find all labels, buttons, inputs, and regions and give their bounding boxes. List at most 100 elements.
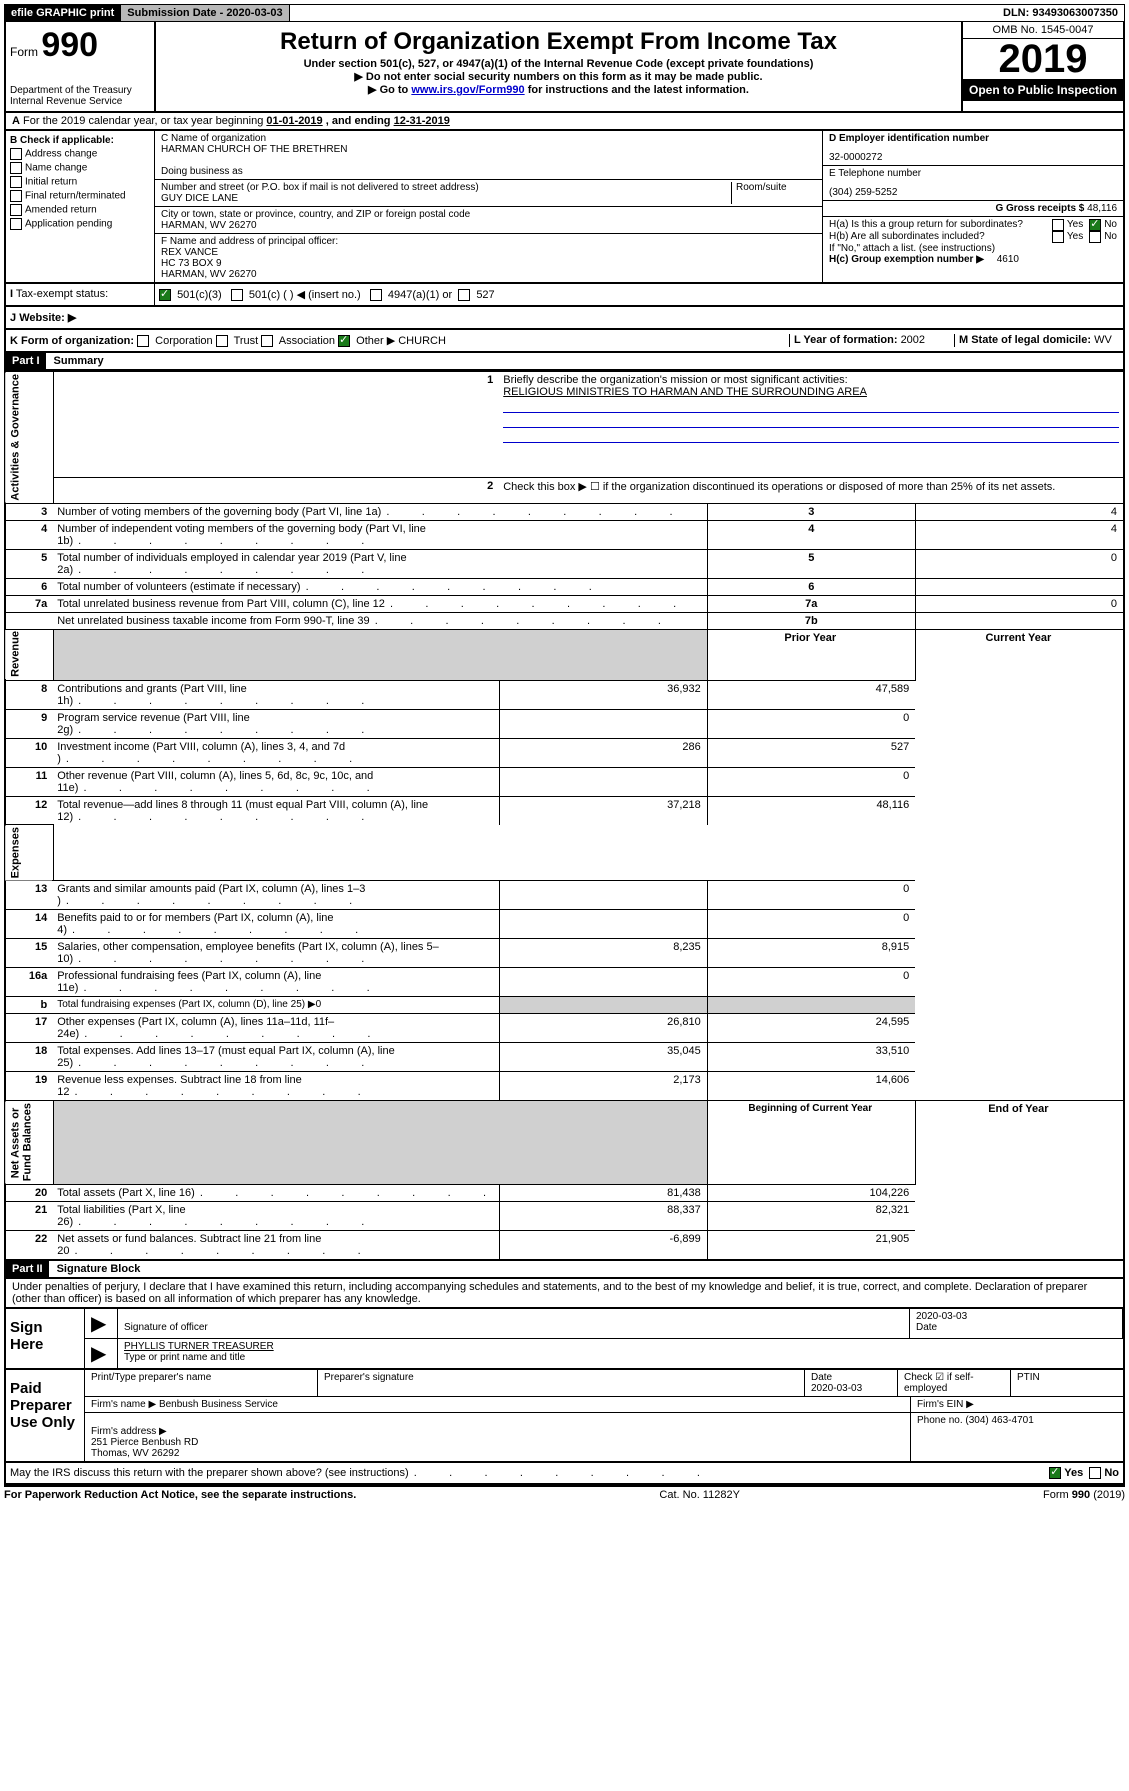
firm-name-label: Firm's name ▶: [91, 1399, 156, 1410]
m-label: M State of legal domicile:: [959, 334, 1091, 346]
checkbox-amended[interactable]: [10, 204, 22, 216]
page-footer: For Paperwork Reduction Act Notice, see …: [4, 1485, 1125, 1501]
dept-label: Department of the Treasury Internal Reve…: [10, 85, 150, 107]
l-val: 2002: [901, 334, 925, 346]
firm-addr-label: Firm's address ▶: [91, 1426, 167, 1437]
part2-title: Signature Block: [49, 1261, 149, 1277]
vlabel-revenue: Revenue: [5, 629, 53, 680]
checkbox-ha-no[interactable]: [1089, 219, 1101, 231]
hc-label: H(c) Group exemption number ▶: [829, 254, 984, 265]
firm-addr: 251 Pierce Benbush RD Thomas, WV 26292: [91, 1437, 198, 1459]
phone: (304) 259-5252: [829, 187, 1117, 198]
right-info-column: D Employer identification number 32-0000…: [822, 131, 1123, 282]
tax-year: 2019: [963, 39, 1123, 79]
checkbox-application-pending[interactable]: [10, 218, 22, 230]
checkbox-527[interactable]: [458, 289, 470, 301]
checkbox-name-change[interactable]: [10, 162, 22, 174]
org-name: HARMAN CHURCH OF THE BRETHREN: [161, 144, 816, 155]
officer-name: REX VANCE: [161, 247, 816, 258]
footer-mid: Cat. No. 11282Y: [356, 1489, 1043, 1501]
checkbox-address-change[interactable]: [10, 148, 22, 160]
q1-label: Briefly describe the organization's miss…: [503, 374, 847, 386]
date-label: Date: [916, 1322, 1116, 1333]
firm-phone: (304) 463-4701: [965, 1415, 1033, 1426]
footer-right: Form 990 (2019): [1043, 1489, 1125, 1501]
city-label: City or town, state or province, country…: [161, 209, 816, 220]
m-val: WV: [1094, 334, 1112, 346]
org-info-column: C Name of organization HARMAN CHURCH OF …: [155, 131, 822, 282]
checkbox-other[interactable]: [338, 335, 350, 347]
year-begin: 01-01-2019: [266, 115, 322, 127]
g-label: G Gross receipts $: [995, 203, 1087, 214]
efile-button[interactable]: efile GRAPHIC print: [5, 5, 121, 21]
top-toolbar: efile GRAPHIC print Submission Date - 20…: [4, 4, 1125, 22]
col-b-label: B Check if applicable:: [10, 135, 150, 146]
part1-tag: Part I: [6, 353, 46, 369]
hb-note: If "No," attach a list. (see instruction…: [829, 243, 1117, 254]
paid-preparer-block: Paid Preparer Use Only Print/Type prepar…: [4, 1370, 1125, 1463]
ein: 32-0000272: [829, 152, 1117, 163]
discuss-question: May the IRS discuss this return with the…: [10, 1467, 1049, 1479]
checkbox-assoc[interactable]: [261, 335, 273, 347]
ptin-label: PTIN: [1011, 1370, 1123, 1396]
hb-label: H(b) Are all subordinates included?: [829, 231, 1052, 243]
dba-label: Doing business as: [161, 166, 816, 177]
addr-label: Number and street (or P.O. box if mail i…: [161, 182, 731, 193]
year-end: 12-31-2019: [394, 115, 450, 127]
prep-name-label: Print/Type preparer's name: [85, 1370, 318, 1396]
year-box: OMB No. 1545-0047 2019 Open to Public In…: [961, 22, 1123, 111]
part2-header: Part II Signature Block: [4, 1261, 1125, 1279]
k-other-val: CHURCH: [398, 335, 446, 347]
prep-sig-label: Preparer's signature: [318, 1370, 805, 1396]
c-label: C Name of organization: [161, 133, 816, 144]
checkbox-501c3[interactable]: [159, 289, 171, 301]
sig-date: 2020-03-03: [916, 1311, 1116, 1322]
checkbox-corp[interactable]: [137, 335, 149, 347]
entity-info-grid: B Check if applicable: Address change Na…: [4, 131, 1125, 284]
form-number: 990: [41, 26, 98, 64]
officer-addr2: HARMAN, WV 26270: [161, 269, 816, 280]
footer-left: For Paperwork Reduction Act Notice, see …: [4, 1489, 356, 1501]
checkbox-discuss-no[interactable]: [1089, 1467, 1101, 1479]
hdr-current: Current Year: [915, 629, 1124, 680]
checkbox-4947[interactable]: [370, 289, 382, 301]
summary-table: Activities & Governance 1 Briefly descri…: [4, 371, 1125, 1261]
section-a-tax-year: A For the 2019 calendar year, or tax yea…: [4, 113, 1125, 131]
firm-phone-label: Phone no.: [917, 1415, 965, 1426]
vlabel-net: Net Assets or Fund Balances: [5, 1101, 53, 1184]
form-subtitle: Under section 501(c), 527, or 4947(a)(1)…: [164, 58, 953, 70]
checkbox-ha-yes[interactable]: [1052, 219, 1064, 231]
dln-label: DLN: 93493063007350: [997, 5, 1124, 21]
open-public-badge: Open to Public Inspection: [963, 79, 1123, 101]
org-city: HARMAN, WV 26270: [161, 220, 816, 231]
e-label: E Telephone number: [829, 168, 1117, 179]
checkbox-discuss-yes[interactable]: [1049, 1467, 1061, 1479]
sig-officer-label: Signature of officer: [124, 1322, 903, 1333]
q2-text: Check this box ▶ ☐ if the organization d…: [499, 478, 1124, 504]
checkbox-final-return[interactable]: [10, 190, 22, 202]
ha-label: H(a) Is this a group return for subordin…: [829, 219, 1052, 231]
org-address: GUY DICE LANE: [161, 193, 731, 204]
irs-link[interactable]: www.irs.gov/Form990: [411, 84, 524, 96]
note-ssn: Do not enter social security numbers on …: [164, 70, 953, 83]
vlabel-governance: Activities & Governance: [5, 372, 53, 504]
j-label: Website: ▶: [19, 312, 76, 324]
hdr-begin: Beginning of Current Year: [707, 1101, 915, 1184]
checkbox-hb-no[interactable]: [1089, 231, 1101, 243]
check-self-employed: Check ☑ if self-employed: [898, 1370, 1011, 1396]
name-title-label: Type or print name and title: [124, 1352, 1117, 1363]
officer-addr1: HC 73 BOX 9: [161, 258, 816, 269]
checkbox-501c[interactable]: [231, 289, 243, 301]
column-b-checkboxes: B Check if applicable: Address change Na…: [6, 131, 155, 282]
hc-val: 4610: [997, 254, 1019, 265]
d-label: D Employer identification number: [829, 133, 1117, 144]
part1-header: Part I Summary: [4, 353, 1125, 371]
checkbox-hb-yes[interactable]: [1052, 231, 1064, 243]
submission-date-button[interactable]: Submission Date - 2020-03-03: [121, 5, 289, 21]
part1-title: Summary: [46, 353, 112, 369]
checkbox-initial-return[interactable]: [10, 176, 22, 188]
checkbox-trust[interactable]: [216, 335, 228, 347]
prep-date: 2020-03-03: [811, 1383, 891, 1394]
perjury-statement: Under penalties of perjury, I declare th…: [4, 1279, 1125, 1309]
form-title: Return of Organization Exempt From Incom…: [164, 28, 953, 56]
